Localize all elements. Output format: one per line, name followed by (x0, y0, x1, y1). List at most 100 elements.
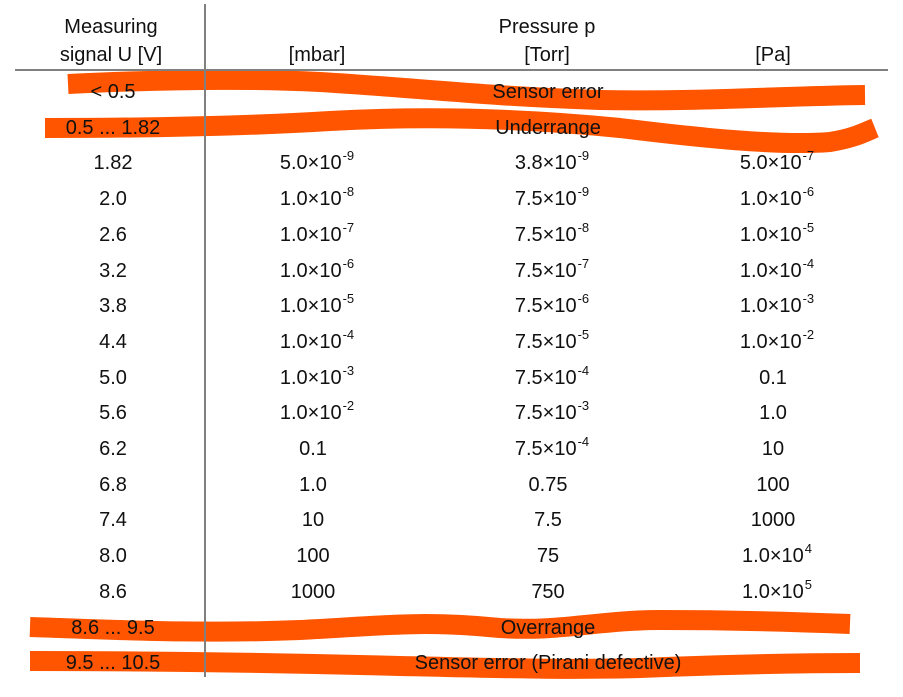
pa-cell-value: 0.1 (759, 366, 787, 389)
torr-cell: 7.5×10-4 (515, 364, 589, 388)
torr-cell-exponent: -5 (577, 326, 590, 342)
pa-cell-exponent: -5 (802, 219, 815, 235)
signal-cell: 6.2 (99, 439, 127, 459)
header-unit-torr: [Torr] (524, 44, 570, 66)
signal-cell-value: 8.0 (99, 545, 127, 568)
pa-cell: 1.0×104 (742, 542, 812, 568)
header-signal-line2: signal U [V] (59, 44, 163, 66)
mbar-cell-value: 5.0×10 (279, 152, 342, 175)
mbar-cell: 5.0×10-9 (279, 149, 354, 175)
pa-cell-exponent: -3 (802, 291, 815, 307)
column-divider (204, 4, 206, 677)
mbar-cell-value: 10 (301, 509, 325, 532)
mbar-cell-value: 1.0×10 (279, 402, 342, 425)
status-cell: Underrange (495, 118, 601, 138)
mbar-cell: 1.0 (299, 475, 327, 495)
pa-cell: 100 (756, 475, 789, 495)
torr-cell: 7.5 (534, 510, 562, 530)
pa-cell: 1.0×10-6 (740, 185, 814, 209)
torr-cell-exponent: -8 (577, 219, 590, 235)
signal-cell-value: 5.6 (99, 402, 127, 425)
torr-cell-exponent: -6 (577, 291, 590, 307)
signal-cell: 3.8 (99, 296, 127, 316)
torr-cell-value: 7.5×10 (514, 295, 577, 318)
mbar-cell: 1000 (291, 582, 336, 602)
highlight-overrange (29, 610, 851, 642)
pa-cell-exponent: -4 (802, 255, 815, 271)
mbar-cell: 1.0×10-5 (279, 292, 354, 318)
mbar-cell: 1.0×10-8 (279, 185, 354, 211)
signal-cell: 2.6 (99, 225, 127, 245)
torr-cell: 7.5×10-4 (515, 435, 589, 459)
torr-cell: 7.5×10-3 (514, 399, 589, 425)
torr-cell-value: 750 (531, 580, 565, 603)
status-cell-value: Underrange (495, 116, 601, 139)
signal-cell: 5.6 (99, 403, 127, 423)
pa-cell-value: 1.0 (759, 402, 787, 425)
torr-cell-value: 7.5×10 (514, 259, 577, 282)
torr-cell: 7.5×10-6 (514, 292, 589, 318)
torr-cell-exponent: -3 (577, 398, 590, 414)
mbar-cell-value: 1000 (290, 580, 336, 603)
signal-cell: 8.6 ... 9.5 (71, 618, 154, 638)
mbar-cell-value: 1.0×10 (279, 366, 342, 389)
mbar-cell: 1.0×10-3 (279, 364, 354, 389)
mbar-cell-value: 1.0×10 (279, 259, 342, 282)
pa-cell: 1.0×10-5 (739, 221, 814, 246)
signal-cell: 8.0 (99, 546, 127, 566)
torr-cell: 750 (531, 582, 564, 602)
pa-cell-value: 1.0×10 (742, 545, 804, 568)
signal-cell-value: 6.2 (99, 438, 127, 460)
pa-cell-value: 1.0×10 (739, 223, 802, 246)
mbar-cell-exponent: -8 (342, 184, 355, 200)
pa-cell: 1.0×10-3 (740, 292, 814, 316)
signal-cell: 6.8 (99, 475, 127, 495)
mbar-cell: 1.0×10-6 (279, 257, 354, 282)
header-pressure-title: Pressure p (498, 16, 596, 38)
torr-cell-value: 7.5×10 (514, 402, 577, 425)
pa-cell: 1.0×10-2 (740, 328, 814, 352)
pa-cell-exponent: -2 (802, 326, 815, 342)
torr-cell-value: 3.8×10 (514, 152, 577, 175)
header-unit-mbar: [mbar] (288, 44, 346, 66)
torr-cell-exponent: -4 (577, 434, 590, 449)
mbar-cell-exponent: -6 (342, 255, 355, 271)
signal-cell: 3.2 (99, 261, 127, 281)
torr-cell-value: 7.5×10 (514, 223, 577, 246)
highlight-pirani-defective (29, 651, 861, 679)
pa-cell-value: 10 (761, 438, 785, 460)
pa-cell: 1.0×10-4 (740, 257, 814, 281)
signal-cell-value: 1.82 (93, 152, 133, 175)
highlight-underrange (44, 108, 879, 154)
status-cell: Overrange (501, 618, 596, 638)
pa-cell-value: 1.0×10 (742, 580, 804, 603)
pa-cell: 10 (762, 439, 784, 459)
mbar-cell-value: 0.1 (299, 438, 327, 460)
signal-cell-value: 5.0 (99, 366, 127, 389)
mbar-cell-value: 1.0×10 (279, 295, 342, 318)
torr-cell-value: 7.5×10 (514, 188, 577, 211)
torr-cell-value: 0.75 (528, 473, 568, 496)
pa-cell: 1.0 (759, 403, 787, 423)
mbar-cell: 0.1 (299, 439, 327, 459)
signal-cell: 2.0 (99, 189, 127, 209)
signal-cell: 0.5 ... 1.82 (66, 118, 161, 138)
mbar-cell-value: 1.0×10 (279, 188, 342, 211)
torr-cell: 7.5×10-7 (514, 257, 589, 282)
pa-cell-exponent: -6 (802, 184, 815, 200)
signal-cell: 9.5 ... 10.5 (66, 653, 161, 673)
pa-cell-exponent: 4 (804, 541, 812, 557)
mbar-cell-exponent: -2 (342, 398, 355, 414)
signal-cell-value: 2.6 (99, 223, 127, 246)
header-unit-pa: [Pa] (755, 44, 791, 66)
signal-cell-value: 8.6 (99, 580, 127, 603)
mbar-cell: 1.0×10-4 (280, 328, 354, 352)
signal-cell-value: 0.5 ... 1.82 (65, 116, 161, 139)
mbar-cell-value: 100 (296, 545, 330, 568)
signal-cell: 5.0 (99, 368, 127, 388)
signal-cell-value: 7.4 (99, 509, 127, 532)
signal-cell: 4.4 (99, 332, 127, 352)
pa-cell: 5.0×10-7 (740, 149, 814, 173)
status-cell-value: Sensor error (Pirani defective) (414, 652, 682, 675)
